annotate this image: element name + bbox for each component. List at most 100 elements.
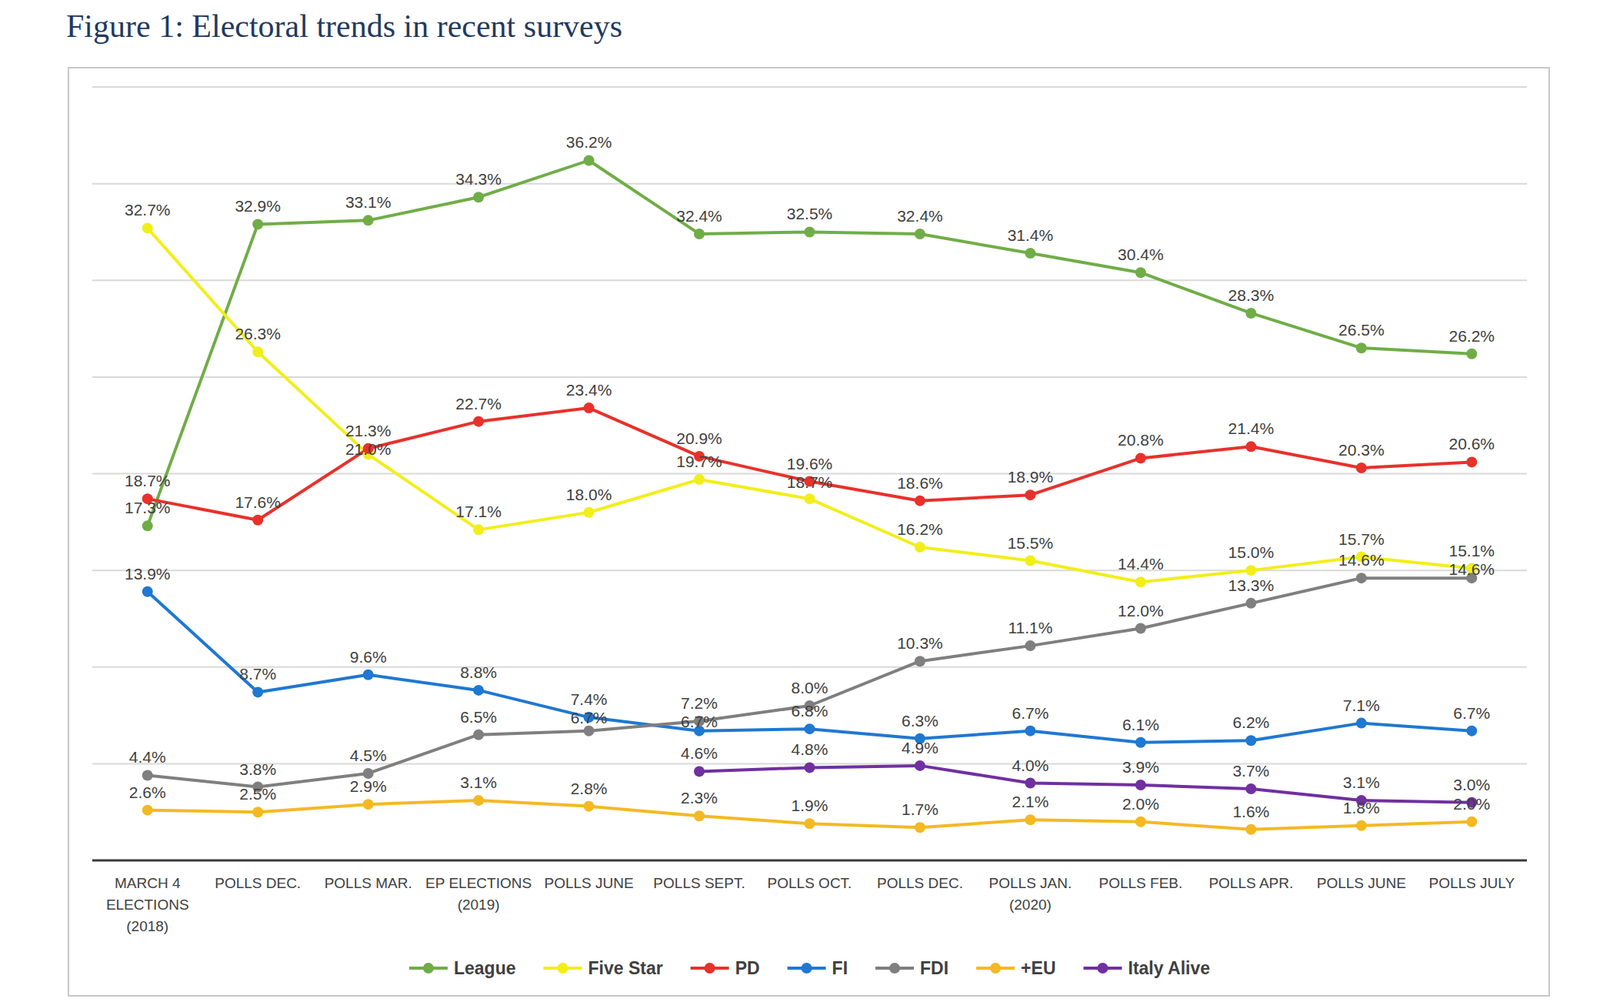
chart: Figure 1: Electoral trends in recent sur… — [0, 0, 1600, 1002]
legend-marker — [704, 962, 716, 974]
grid-line — [92, 183, 1527, 185]
point-marker — [252, 346, 264, 357]
data-label: 10.3% — [896, 633, 944, 652]
data-label: 2.0% — [1453, 794, 1490, 813]
data-label: 14.4% — [1117, 554, 1164, 573]
data-label: 17.3% — [124, 498, 171, 517]
data-label: 14.6% — [1448, 560, 1495, 578]
legend-marker — [556, 962, 568, 974]
point-marker — [363, 798, 374, 810]
data-label: 6.2% — [1232, 713, 1270, 731]
point-marker — [1245, 597, 1257, 609]
data-label: 7.4% — [570, 690, 608, 708]
data-label: 2.3% — [680, 788, 718, 807]
grid-line — [92, 86, 1527, 88]
data-label: 32.4% — [896, 206, 944, 225]
point-marker — [473, 416, 484, 427]
point-marker — [1135, 576, 1147, 587]
data-label: 3.1% — [460, 773, 497, 791]
data-label: 6.3% — [901, 711, 939, 730]
data-label: 26.5% — [1338, 320, 1385, 339]
data-label: 34.3% — [455, 170, 502, 188]
data-label: 18.7% — [124, 471, 171, 490]
legend-label: +EU — [1020, 957, 1056, 978]
x-tick-label: EP ELECTIONS(2019) — [425, 874, 532, 913]
title: Figure 1: Electoral trends in recent sur… — [66, 8, 623, 44]
grid-line — [92, 569, 1527, 571]
data-label: 23.4% — [566, 380, 613, 399]
point-marker — [1024, 813, 1036, 825]
plot-marks — [142, 154, 1478, 834]
point-marker — [1356, 572, 1367, 584]
point-marker — [583, 725, 595, 737]
point-marker — [473, 523, 484, 535]
data-label: 2.5% — [239, 784, 277, 803]
legend: LeagueFive StarPDFIFDI+EUItaly Alive — [409, 957, 1210, 978]
data-label: 31.4% — [1007, 226, 1054, 244]
point-marker — [1024, 555, 1036, 567]
point-marker — [914, 541, 926, 553]
x-tick-label: POLLS DEC. — [214, 874, 301, 891]
data-label: 19.6% — [786, 454, 834, 473]
point-marker — [252, 514, 264, 526]
data-label: 15.7% — [1338, 530, 1385, 548]
point-marker — [1135, 452, 1147, 464]
x-tick-label: POLLS FEB. — [1098, 874, 1183, 891]
point-marker — [804, 226, 816, 237]
data-label: 3.9% — [1122, 757, 1160, 776]
data-label: 6.7% — [1453, 703, 1490, 722]
data-label: 6.8% — [791, 701, 829, 720]
point-marker — [914, 655, 926, 667]
data-label: 20.9% — [676, 429, 723, 447]
point-marker — [1024, 640, 1036, 651]
data-label: 14.6% — [1338, 550, 1385, 569]
point-marker — [693, 765, 705, 777]
point-marker — [1135, 779, 1147, 790]
point-marker — [473, 794, 484, 806]
x-tick-label: POLLS JAN.(2020) — [989, 874, 1073, 913]
grid-line — [92, 279, 1527, 281]
legend-marker — [1097, 962, 1109, 974]
series-line — [147, 227, 1473, 582]
data-label: 8.0% — [791, 678, 829, 697]
data-label: 20.8% — [1117, 430, 1164, 449]
series-line — [147, 160, 1473, 526]
data-label: 32.4% — [676, 206, 723, 225]
data-label: 4.9% — [901, 738, 939, 757]
legend-marker — [889, 962, 900, 974]
data-label: 32.5% — [786, 204, 834, 223]
legend-label: League — [453, 957, 517, 978]
point-marker — [473, 729, 484, 740]
x-tick-label: MARCH 4ELECTIONS(2018) — [106, 874, 190, 934]
data-label: 6.7% — [680, 712, 718, 730]
data-label: 8.7% — [239, 664, 277, 683]
point-marker — [693, 228, 705, 240]
data-label: 3.7% — [1232, 761, 1270, 780]
point-marker — [1466, 816, 1477, 827]
point-marker — [914, 495, 926, 507]
legend-label: PD — [735, 957, 760, 978]
data-label: 28.3% — [1228, 286, 1275, 304]
data-label: 16.2% — [896, 520, 944, 538]
legend-label: FI — [832, 957, 848, 978]
point-marker — [583, 154, 595, 166]
data-label: 2.0% — [1122, 794, 1160, 813]
point-marker — [1245, 307, 1257, 319]
point-marker — [1245, 823, 1257, 835]
x-tick-label: POLLS JULY — [1428, 874, 1515, 891]
point-marker — [1356, 342, 1367, 354]
point-marker — [473, 191, 484, 203]
data-label: 4.0% — [1011, 756, 1049, 774]
data-label: 1.8% — [1343, 798, 1380, 817]
data-label: 2.6% — [129, 783, 167, 801]
data-labels: 32.7%18.7%17.3%13.9%4.4%2.6%32.9%26.3%17… — [124, 133, 1495, 820]
legend-label: Five Star — [587, 957, 663, 978]
legend-marker — [423, 962, 434, 974]
x-axis-line — [92, 859, 1527, 862]
data-label: 22.7% — [455, 394, 502, 413]
data-label: 6.1% — [1122, 715, 1160, 734]
point-marker — [804, 761, 816, 773]
point-marker — [1245, 734, 1257, 746]
point-marker — [1024, 725, 1036, 737]
data-label: 17.1% — [455, 502, 502, 520]
